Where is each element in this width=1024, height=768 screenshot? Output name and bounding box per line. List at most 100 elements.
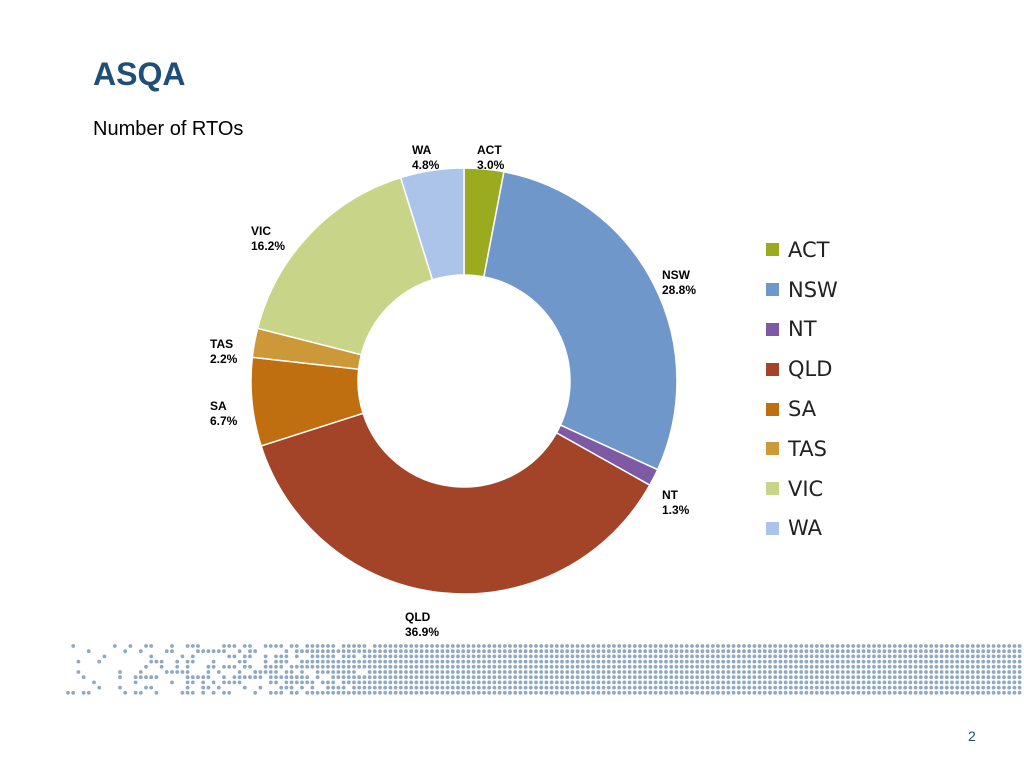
decorative-dot [934,659,939,664]
decorative-dot [690,690,694,695]
decorative-dot [554,654,559,659]
decorative-dot [1012,649,1017,654]
decorative-dot [716,644,720,648]
decorative-dot [643,644,648,648]
decorative-dot [710,690,715,695]
decorative-dot [596,664,601,669]
decorative-dot [1002,649,1006,654]
decorative-dot [502,649,507,654]
decorative-dot [388,649,393,654]
decorative-dot [918,649,923,654]
decorative-dot [320,649,325,654]
legend-swatch-qld [766,362,779,376]
decorative-dot [206,675,211,680]
decorative-dot [586,685,590,690]
decorative-dot [222,680,226,685]
decorative-dot [284,685,289,690]
decorative-dot [393,644,398,648]
decorative-dot [617,649,622,654]
decorative-dot [887,649,892,654]
decorative-dot [362,644,367,648]
decorative-dot [1017,670,1022,674]
decorative-dot [440,690,445,695]
decorative-dot [554,690,559,695]
decorative-dot [575,644,580,648]
decorative-dot [658,690,663,695]
decorative-dot [903,659,908,664]
decorative-dot [404,675,408,680]
decorative-dot [591,675,596,680]
decorative-dot [825,649,830,654]
decorative-dot [794,690,798,695]
decorative-dot [721,670,726,674]
decorative-dot [788,644,793,648]
decorative-dot [976,664,980,669]
decorative-dot [471,690,476,695]
decorative-dot [627,659,632,664]
decorative-dot [773,675,778,680]
decorative-dot [534,649,538,654]
decorative-dot [289,690,294,695]
decorative-dot [242,659,247,664]
decorative-dot [773,644,778,648]
decorative-dot [846,644,850,648]
decorative-dot [1012,690,1017,695]
decorative-dot [658,644,663,648]
decorative-dot [960,690,965,695]
decorative-dot [326,680,330,685]
decorative-dot [424,664,429,669]
decorative-dot [950,664,954,669]
decorative-dot [346,675,351,680]
decorative-dot [310,659,315,664]
decorative-dot [190,659,195,664]
decorative-dot [456,644,460,648]
decorative-dot [430,664,434,669]
decorative-dot [185,680,190,685]
decorative-dot [877,680,882,685]
decorative-dot [856,654,861,659]
decorative-dot [679,685,684,690]
decorative-dot [820,659,824,664]
decorative-dot [466,680,471,685]
decorative-dot [736,675,741,680]
decorative-dot [378,654,382,659]
decorative-dot [1017,644,1022,648]
decorative-dot [965,680,970,685]
decorative-dot [648,659,653,664]
decorative-dot [705,649,710,654]
decorative-dot [346,664,351,669]
decorative-dot [310,690,315,695]
decorative-dot [653,659,658,664]
decorative-dot [482,649,486,654]
decorative-dot [856,685,861,690]
decorative-dot [508,649,512,654]
decorative-dot [580,685,585,690]
decorative-dot [170,680,174,685]
decorative-dot [929,659,934,664]
decorative-dot [591,659,596,664]
decorative-dot [752,685,757,690]
decorative-dot [762,649,767,654]
decorative-dot [253,670,258,674]
decorative-dot [710,659,715,664]
decorative-dot [206,685,211,690]
decorative-dot [320,670,325,674]
decorative-dot [544,654,549,659]
decorative-dot [398,680,403,685]
decorative-dot [518,675,523,680]
decorative-dot [404,690,408,695]
decorative-dot [492,670,497,674]
decorative-dot [773,659,778,664]
decorative-dot [872,664,876,669]
decorative-dot [445,690,450,695]
decorative-dot [398,690,403,695]
decorative-dot [372,680,377,685]
decorative-dot [981,654,986,659]
decorative-dot [341,654,346,659]
decorative-dot [648,675,653,680]
decorative-dot [596,685,601,690]
decorative-dot [861,680,866,685]
decorative-dot [892,690,897,695]
decorative-dot [986,680,991,685]
